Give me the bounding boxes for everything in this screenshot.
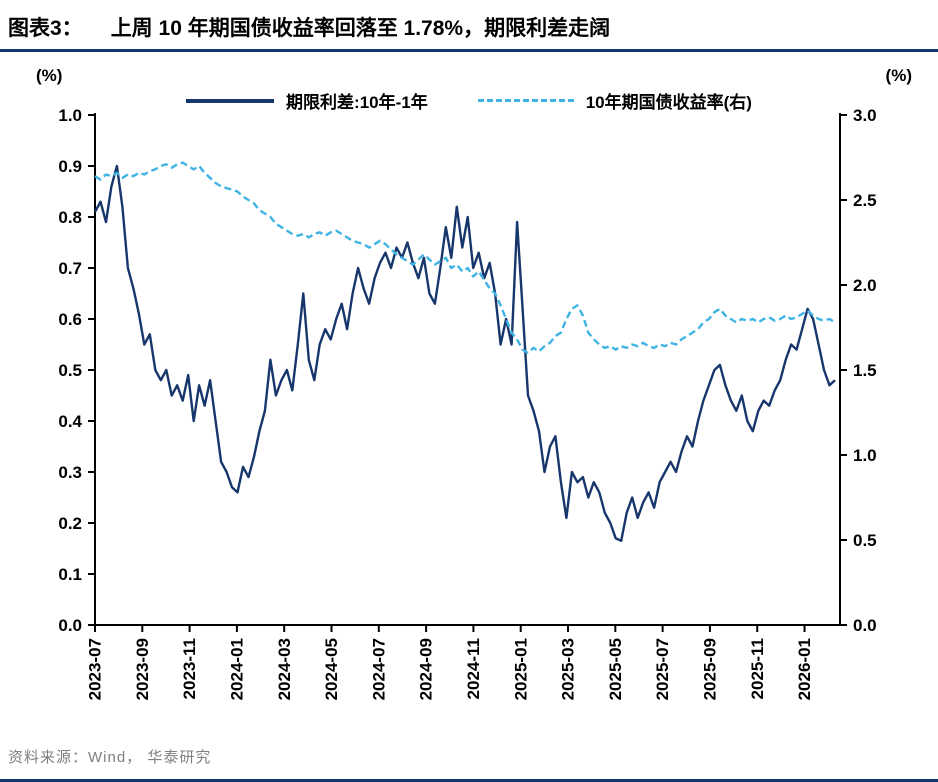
svg-text:2023-07: 2023-07 [86,638,105,700]
svg-text:2025-09: 2025-09 [701,638,720,700]
svg-text:0.5: 0.5 [58,361,82,380]
svg-text:2024-07: 2024-07 [369,638,388,700]
svg-text:3.0: 3.0 [853,106,877,125]
svg-text:0.0: 0.0 [853,616,877,635]
svg-text:2026-01: 2026-01 [795,638,814,700]
chart-header: 图表3： 上周 10 年期国债收益率回落至 1.78%，期限利差走阔 [0,0,938,52]
dashed-line-swatch-icon [477,99,574,102]
svg-text:2025-03: 2025-03 [559,638,578,700]
svg-text:0.3: 0.3 [58,463,82,482]
svg-text:1.0: 1.0 [853,446,877,465]
legend-label-yield: 10年期国债收益率(右) [585,93,752,112]
svg-text:0.2: 0.2 [58,514,82,533]
source-note: 资料来源：Wind， 华泰研究 [8,749,212,766]
solid-line-swatch-icon [186,98,275,103]
svg-text:2.0: 2.0 [853,276,877,295]
svg-text:2025-01: 2025-01 [511,638,530,700]
legend-label-spread: 期限利差:10年-1年 [286,93,428,112]
svg-text:2025-05: 2025-05 [606,638,625,700]
svg-text:0.1: 0.1 [58,565,82,584]
svg-text:0.9: 0.9 [58,157,82,176]
svg-text:2023-11: 2023-11 [180,638,199,699]
svg-text:0.7: 0.7 [58,259,82,278]
legend-item-yield: 10年期国债收益率(右) [477,88,752,113]
svg-text:2024-11: 2024-11 [464,638,483,699]
bottom-divider [0,779,938,782]
svg-text:0.4: 0.4 [58,412,82,431]
line-chart-svg: 0.0 0.1 0.2 0.3 0.4 0.5 0.6 0.7 0.8 0.9 1.0 0.0 0.5 1… [58,106,877,700]
right-axis-unit-label: (%) [885,66,912,85]
legend-item-spread: 期限利差:10年-1年 [186,88,428,113]
svg-text:0.0: 0.0 [58,616,82,635]
svg-text:2025-11: 2025-11 [748,638,767,699]
svg-text:2.5: 2.5 [853,191,877,210]
svg-text:0.6: 0.6 [58,310,82,329]
svg-text:2025-07: 2025-07 [653,638,672,700]
svg-text:2024-05: 2024-05 [322,638,341,700]
svg-text:2024-03: 2024-03 [275,638,294,700]
svg-text:1.0: 1.0 [58,106,82,125]
figure-number: 图表3： [8,17,83,40]
page-title: 上周 10 年期国债收益率回落至 1.78%，期限利差走阔 [110,17,611,40]
svg-text:0.5: 0.5 [853,531,877,550]
svg-text:2024-01: 2024-01 [228,638,247,700]
chart-legend: 期限利差:10年-1年 10年期国债收益率(右) [0,88,938,113]
chart-plot-area: 0.0 0.1 0.2 0.3 0.4 0.5 0.6 0.7 0.8 0.9 1.0 0.0 0.5 1… [0,100,938,760]
svg-text:2023-09: 2023-09 [133,638,152,700]
svg-text:0.8: 0.8 [58,208,82,227]
svg-text:2024-09: 2024-09 [417,638,436,700]
svg-text:1.5: 1.5 [853,361,877,380]
left-axis-unit-label: (%) [36,66,63,85]
